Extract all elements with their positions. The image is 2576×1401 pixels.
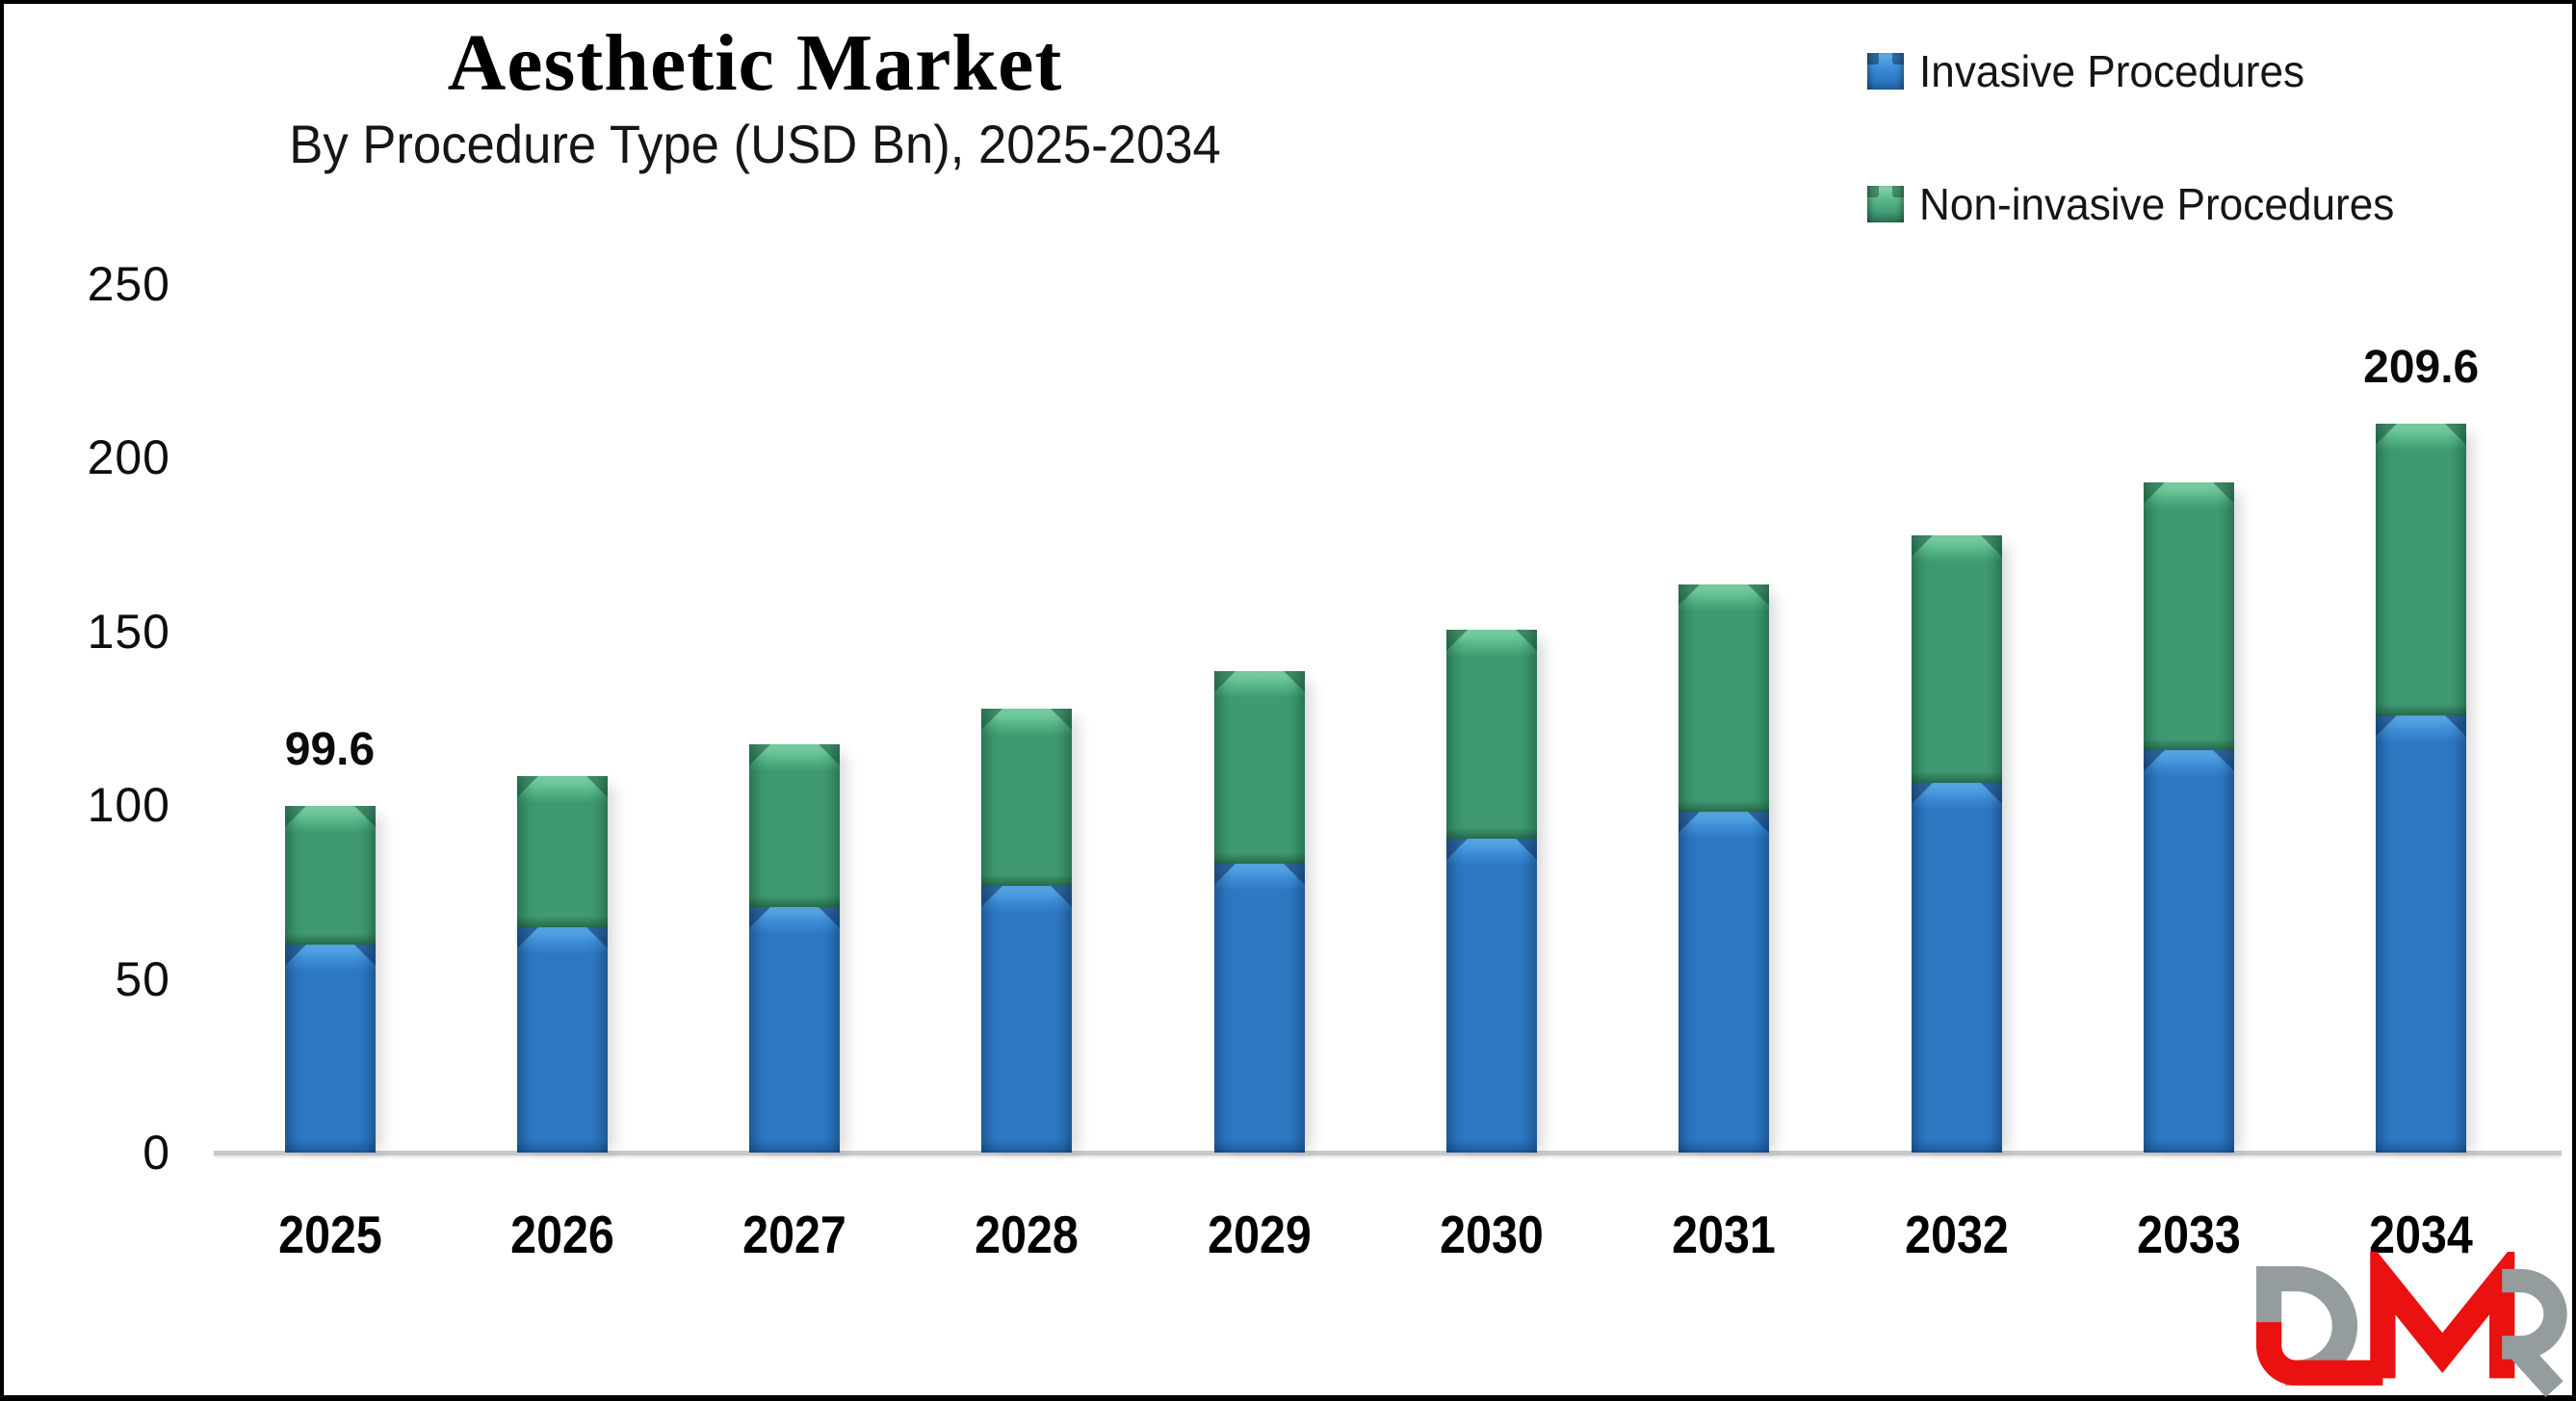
bar-2034-invasive-segment xyxy=(2376,714,2467,1153)
logo-m-red xyxy=(2370,1252,2515,1379)
data-label-2025: 99.6 xyxy=(284,724,376,776)
bar-2030-noninvasive-segment xyxy=(1446,629,1537,839)
y-axis-tick-label: 100 xyxy=(87,778,170,832)
y-axis-tick-label: 150 xyxy=(87,604,170,659)
bar-2026-invasive-segment xyxy=(516,926,608,1153)
x-axis-label-2031: 2031 xyxy=(1672,1205,1777,1264)
x-axis-label-2029: 2029 xyxy=(1207,1205,1312,1264)
legend-item-noninvasive: Non-invasive Procedures xyxy=(1867,175,2414,233)
dmr-logo xyxy=(2256,1252,2567,1397)
logo-d-red-swoosh xyxy=(2256,1322,2383,1386)
legend-label: Non-invasive Procedures xyxy=(1919,179,2395,229)
bar-2026-noninvasive-segment xyxy=(516,776,608,927)
bar-2034-noninvasive-segment xyxy=(2376,424,2467,715)
x-axis-label-2025: 2025 xyxy=(277,1205,382,1264)
bar-2026 xyxy=(516,776,608,1153)
bar-2028-invasive-segment xyxy=(981,886,1073,1153)
x-axis-label-2032: 2032 xyxy=(1904,1205,2009,1264)
bar-2028-noninvasive-segment xyxy=(981,709,1073,887)
x-axis-label-2030: 2030 xyxy=(1440,1205,1544,1264)
bar-2029-noninvasive-segment xyxy=(1213,670,1305,864)
bar-2027-invasive-segment xyxy=(749,907,841,1153)
plot-area: 0 50 100 150 200 250 2025 2026 2027 2028 2029 2030 2… xyxy=(4,4,2572,1395)
bar-2030 xyxy=(1446,629,1537,1153)
legend-item-invasive: Invasive Procedures xyxy=(1867,42,2414,100)
x-axis-label-2028: 2028 xyxy=(975,1205,1080,1264)
bar-2031-invasive-segment xyxy=(1678,811,1770,1153)
x-axis-line xyxy=(214,1151,2562,1155)
logo-r-gray xyxy=(2502,1268,2567,1397)
bar-2032-invasive-segment xyxy=(1911,782,2002,1153)
bar-2032 xyxy=(1911,534,2002,1153)
bar-2033-noninvasive-segment xyxy=(2143,481,2234,751)
bar-2033 xyxy=(2143,481,2234,1153)
x-axis-label-2034: 2034 xyxy=(2369,1205,2474,1264)
chart-subtitle: By Procedure Type (USD Bn), 2025-2034 xyxy=(289,114,1221,174)
x-axis-label-2027: 2027 xyxy=(742,1205,846,1264)
chart-title: Aesthetic Market xyxy=(447,18,1063,108)
legend-label: Invasive Procedures xyxy=(1919,46,2305,96)
bar-2034 xyxy=(2376,424,2467,1153)
bar-2025-noninvasive-segment xyxy=(284,806,376,946)
bar-2032-noninvasive-segment xyxy=(1911,534,2002,783)
noninvasive-swatch-icon xyxy=(1867,186,1904,222)
invasive-swatch-icon xyxy=(1867,53,1904,90)
bar-2031-noninvasive-segment xyxy=(1678,584,1770,812)
header: Aesthetic Market By Procedure Type (USD … xyxy=(129,13,1381,175)
legend: Invasive Procedures Non-invasive Procedu… xyxy=(1867,42,2414,308)
bar-2025-invasive-segment xyxy=(284,945,376,1153)
bar-2033-invasive-segment xyxy=(2143,750,2234,1153)
bar-2025 xyxy=(284,806,376,1153)
data-label-2034: 209.6 xyxy=(2363,342,2480,394)
bar-2030-invasive-segment xyxy=(1446,839,1537,1153)
bar-2029-invasive-segment xyxy=(1213,863,1305,1153)
bar-2028 xyxy=(981,709,1073,1153)
bar-2029 xyxy=(1213,670,1305,1153)
bar-2031 xyxy=(1678,584,1770,1153)
bar-2027-noninvasive-segment xyxy=(749,743,841,908)
bar-2027 xyxy=(749,743,841,1153)
y-axis-tick-label: 200 xyxy=(87,430,170,484)
y-axis-tick-label: 50 xyxy=(115,951,170,1006)
x-axis-label-2033: 2033 xyxy=(2137,1205,2241,1264)
x-axis-label-2026: 2026 xyxy=(509,1205,614,1264)
y-axis-tick-label: 250 xyxy=(87,256,170,311)
y-axis-tick-label: 0 xyxy=(143,1126,170,1180)
